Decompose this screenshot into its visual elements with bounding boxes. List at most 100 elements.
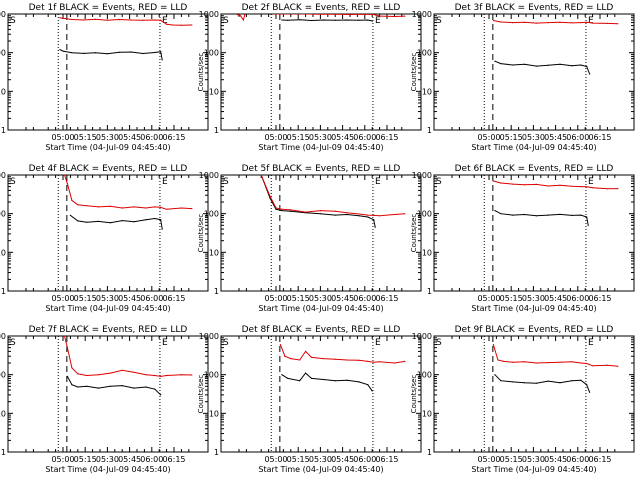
data-point-events	[586, 216, 588, 218]
data-point-events	[358, 215, 360, 217]
series-line-lld	[59, 17, 192, 26]
data-point-events	[586, 384, 588, 386]
data-point-lld	[606, 22, 609, 24]
x-tick-label: 05:30	[96, 294, 119, 303]
data-point-events	[535, 65, 538, 67]
series-line-lld	[493, 20, 618, 25]
x-tick-label: 06:15	[375, 455, 398, 464]
data-point-events	[589, 391, 591, 393]
data-point-lld	[121, 207, 123, 209]
start-marker-label: S	[436, 177, 442, 187]
data-point-events	[287, 377, 289, 379]
data-point-lld	[571, 361, 573, 363]
data-point-lld	[319, 14, 321, 15]
data-point-lld	[580, 186, 582, 188]
data-point-lld	[242, 19, 244, 21]
data-point-events	[373, 219, 375, 221]
data-point-lld	[559, 361, 561, 363]
data-point-lld	[547, 22, 549, 24]
x-tick-label: 06:15	[162, 455, 185, 464]
data-point-events	[512, 64, 514, 66]
data-point-lld	[500, 182, 502, 184]
x-tick-label: 05:15	[74, 294, 97, 303]
data-point-events	[580, 214, 582, 216]
data-point-lld	[393, 15, 395, 18]
data-point-lld	[617, 365, 619, 367]
panel-title: Det 2f BLACK = Events, RED = LLD	[242, 3, 401, 13]
data-point-lld	[349, 14, 351, 16]
x-tick-label: 05:45	[331, 294, 354, 303]
panel-det-4: Det 4f BLACK = Events, RED = LLD 1 10 100 10…	[0, 164, 209, 313]
data-point-events	[160, 219, 162, 221]
data-point-lld	[523, 21, 526, 23]
x-tick-label: 05:15	[287, 455, 310, 464]
data-point-events	[281, 19, 283, 21]
data-point-events	[77, 386, 79, 388]
y-tick-label: 1	[1, 448, 6, 457]
end-marker-label: E	[588, 338, 594, 348]
data-point-lld	[142, 19, 144, 21]
panel-title: Det 9f BLACK = Events, RED = LLD	[455, 325, 614, 335]
data-point-events	[358, 19, 360, 21]
data-point-events	[494, 60, 496, 62]
data-point-lld	[305, 14, 307, 15]
data-point-events	[586, 65, 588, 68]
data-point-events	[86, 221, 88, 223]
y-tick-label: 100	[0, 371, 6, 380]
x-tick-label: 05:30	[309, 294, 332, 303]
series-line-events	[494, 210, 589, 226]
end-marker-label: E	[162, 338, 168, 348]
start-marker-label: S	[436, 338, 442, 348]
x-axis-label: Start Time (04-Jul-09 04:45:40)	[45, 465, 170, 474]
data-point-events	[290, 210, 292, 212]
y-axis-label: Counts/sec	[410, 53, 418, 92]
data-point-events	[334, 214, 336, 216]
x-tick-label: 05:30	[522, 133, 545, 142]
x-tick-label: 05:15	[500, 294, 523, 303]
data-point-events	[106, 53, 108, 55]
y-axis-label: Counts/sec	[197, 53, 205, 92]
data-point-lld	[334, 210, 336, 212]
x-tick-label: 06:15	[588, 294, 611, 303]
data-point-lld	[282, 14, 284, 15]
y-tick-label: 100	[417, 371, 432, 380]
data-point-events	[69, 214, 71, 216]
data-point-lld	[66, 183, 68, 185]
data-point-events	[371, 20, 373, 22]
panel-title: Det 1f BLACK = Events, RED = LLD	[29, 3, 188, 13]
y-tick-label: 100	[0, 210, 6, 219]
series-line-events	[494, 374, 591, 393]
data-point-lld	[97, 206, 100, 208]
y-tick-label: 100	[417, 210, 432, 219]
x-tick-label: 05:00	[264, 455, 287, 464]
panel-det-2: Det 2f BLACK = Events, RED = LLD 1 10 100 10…	[197, 3, 422, 152]
start-marker-label: S	[10, 338, 16, 348]
data-point-events	[281, 210, 283, 212]
data-point-lld	[379, 361, 381, 363]
data-point-events	[571, 380, 573, 382]
data-point-events	[281, 374, 283, 376]
y-tick-label: 100	[204, 210, 219, 219]
y-axis-label: Counts/sec	[197, 214, 205, 253]
data-point-lld	[586, 362, 588, 365]
x-tick-label: 06:15	[375, 133, 398, 142]
data-point-events	[358, 381, 360, 383]
data-point-lld	[322, 358, 324, 360]
data-point-lld	[71, 367, 73, 369]
data-point-events	[154, 388, 156, 390]
y-tick-label: 1	[427, 126, 432, 135]
data-point-events	[322, 378, 324, 381]
y-tick-label: 100	[417, 49, 432, 58]
x-tick-label: 05:00	[477, 133, 500, 142]
data-point-lld	[497, 359, 499, 361]
data-point-lld	[260, 175, 262, 176]
data-point-events	[121, 220, 123, 222]
x-tick-label: 06:15	[162, 294, 185, 303]
data-point-lld	[305, 211, 307, 213]
end-marker-label: E	[375, 338, 381, 348]
data-point-lld	[373, 14, 375, 16]
plot-frame	[433, 13, 635, 131]
x-tick-label: 06:15	[588, 455, 611, 464]
x-tick-label: 06:00	[353, 294, 376, 303]
data-point-lld	[535, 183, 538, 185]
